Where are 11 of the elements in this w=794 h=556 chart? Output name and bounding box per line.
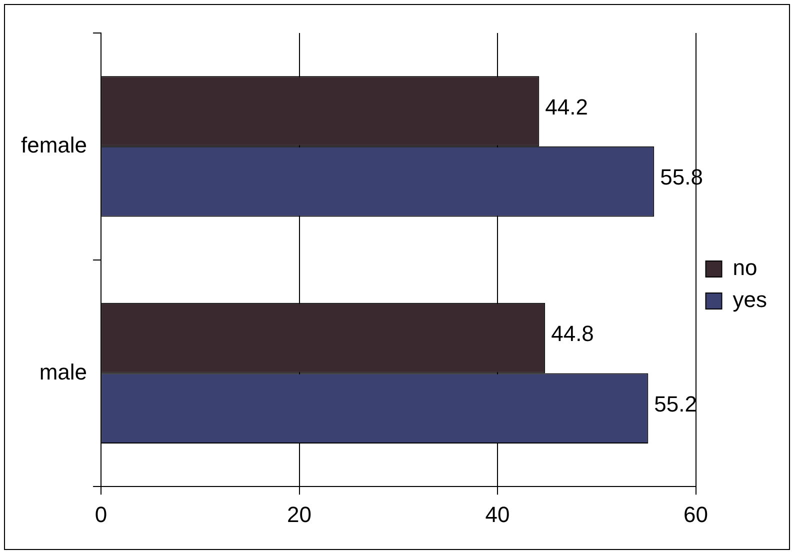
data-label: 44.2	[545, 94, 588, 120]
x-tick-label: 20	[287, 502, 312, 527]
x-tick-label: 40	[485, 502, 510, 527]
legend-label: no	[732, 255, 758, 280]
y-tick-label: male	[39, 359, 88, 384]
legend-label: yes	[732, 287, 768, 312]
x-tick-label: 0	[94, 502, 108, 527]
x-tick-label: 60	[684, 502, 708, 527]
data-label: 55.2	[654, 391, 698, 416]
y-tick-label: female	[20, 132, 88, 158]
data-label: 44.8	[551, 321, 594, 346]
